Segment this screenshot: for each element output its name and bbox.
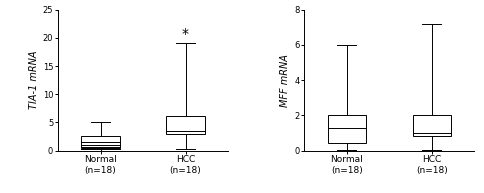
Text: *: *: [182, 27, 189, 41]
PathPatch shape: [328, 115, 366, 144]
Y-axis label: MFF mRNA: MFF mRNA: [280, 54, 290, 107]
PathPatch shape: [166, 116, 205, 134]
Y-axis label: TIA-1 mRNA: TIA-1 mRNA: [29, 51, 39, 109]
PathPatch shape: [413, 115, 451, 136]
PathPatch shape: [81, 136, 120, 148]
